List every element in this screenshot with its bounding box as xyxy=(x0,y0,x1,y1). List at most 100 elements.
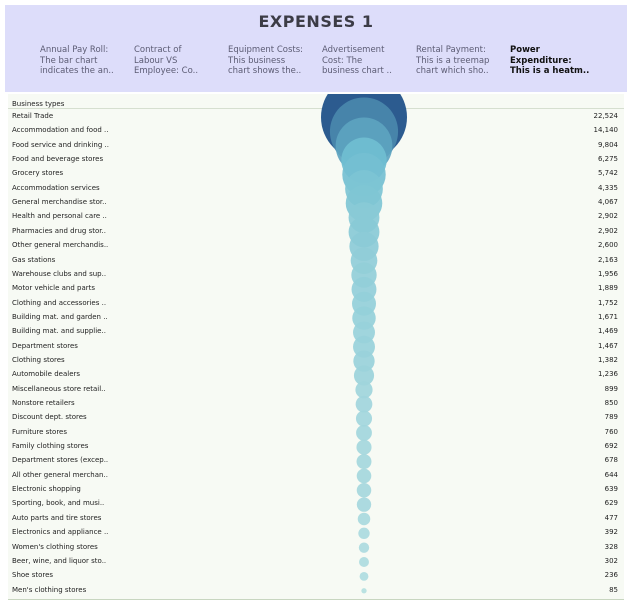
category-label: Men's clothing stores xyxy=(12,585,87,594)
table-row: Discount dept. stores 789 xyxy=(8,411,624,425)
dashboard-header: EXPENSES 1 Annual Pay Roll: The bar chart… xyxy=(5,5,627,92)
category-label: Auto parts and tire stores xyxy=(12,513,102,522)
category-label: All other general merchan.. xyxy=(12,470,108,479)
category-label: Pharmacies and drug stor.. xyxy=(12,226,106,235)
value-label: 899 xyxy=(604,384,618,393)
tab-label-line: chart shows the.. xyxy=(228,66,302,76)
value-label: 392 xyxy=(604,528,618,537)
table-row: Women's clothing stores 328 xyxy=(8,541,624,555)
category-label: Beer, wine, and liquor sto.. xyxy=(12,556,107,565)
table-row: Clothing and accessories .. 1,752 xyxy=(8,297,624,311)
value-label: 850 xyxy=(604,399,618,407)
value-label: 477 xyxy=(604,513,618,522)
tab-label-line: Cost: The xyxy=(322,55,363,66)
table-row: Gas stations 2,163 xyxy=(8,254,624,268)
table-row: Automobile dealers 1,236 xyxy=(8,368,624,382)
value-label: 2,902 xyxy=(597,226,618,235)
category-label: Warehouse clubs and sup.. xyxy=(12,269,107,278)
category-label: Accommodation services xyxy=(12,183,100,192)
table-row: Grocery stores 5,742 xyxy=(8,167,624,181)
category-label: Building mat. and garden .. xyxy=(12,312,108,321)
value-label: 5,742 xyxy=(597,169,618,178)
value-label: 1,236 xyxy=(597,370,618,379)
value-label: 1,382 xyxy=(597,355,618,364)
table-row: Food service and drinking .. 9,804 xyxy=(8,139,624,153)
category-label: Grocery stores xyxy=(12,169,64,178)
table-row: General merchandise stor.. 4,067 xyxy=(8,196,624,210)
table-row: Building mat. and garden .. 1,671 xyxy=(8,311,624,325)
category-label: Clothing stores xyxy=(12,355,65,364)
tab-label-line: Advertisement xyxy=(322,45,385,55)
value-label: 789 xyxy=(604,413,618,422)
tab-label-line: This is a treemap xyxy=(416,55,490,66)
category-label: Automobile dealers xyxy=(12,370,81,379)
table-row: Furniture stores 760 xyxy=(8,426,624,440)
value-label: 1,889 xyxy=(597,284,618,293)
value-label: 1,956 xyxy=(597,269,618,278)
tab-label-line: Rental Payment: xyxy=(416,45,486,55)
value-label: 2,600 xyxy=(597,241,618,250)
table-row: Clothing stores 1,382 xyxy=(8,354,624,368)
tab-label-line: Labour VS xyxy=(134,55,178,66)
header-divider xyxy=(8,108,624,109)
category-label: Sporting, book, and musi.. xyxy=(12,499,105,508)
tab-label-line: Employee: Co.. xyxy=(134,66,199,76)
table-row: Other general merchandis.. 2,600 xyxy=(8,239,624,253)
table-row: Building mat. and supplie.. 1,469 xyxy=(8,325,624,339)
tab-label-line: business chart .. xyxy=(322,66,392,76)
table-row: Nonstore retailers 850 xyxy=(8,397,624,411)
tab-1[interactable]: Annual Pay Roll: The bar chart indicates t… xyxy=(40,45,128,77)
tab-2[interactable]: Contract of Labour VS Employee: Co.. xyxy=(134,45,222,77)
table-row: Pharmacies and drug stor.. 2,902 xyxy=(8,225,624,239)
tab-label-line: Annual Pay Roll: xyxy=(40,45,109,55)
category-label: Gas stations xyxy=(12,255,56,264)
table-row: Family clothing stores 692 xyxy=(8,440,624,454)
category-label: Food and beverage stores xyxy=(12,155,104,164)
value-label: 85 xyxy=(609,585,618,594)
value-label: 2,902 xyxy=(597,212,618,221)
table-row: Accommodation and food .. 14,140 xyxy=(8,124,624,138)
tab-5[interactable]: Rental Payment: This is a treemap chart wh… xyxy=(416,45,504,77)
tab-6[interactable]: Power Expenditure: This is a heatm.. xyxy=(510,45,598,77)
category-label: Health and personal care .. xyxy=(12,212,107,221)
category-label: Retail Trade xyxy=(12,112,54,120)
value-label: 1,467 xyxy=(597,341,618,350)
table-row: Motor vehicle and parts 1,889 xyxy=(8,282,624,296)
table-row: Sporting, book, and musi.. 629 xyxy=(8,497,624,511)
category-label: Clothing and accessories .. xyxy=(12,298,107,307)
category-label: Department stores (excep.. xyxy=(12,456,109,465)
category-label: Family clothing stores xyxy=(12,442,89,451)
value-label: 9,804 xyxy=(597,140,618,149)
chart-panel: Business types Retail Trade 22,524 Accommo… xyxy=(8,94,624,600)
category-label: Accommodation and food .. xyxy=(12,126,109,135)
table-row: Health and personal care .. 2,902 xyxy=(8,210,624,224)
value-label: 302 xyxy=(604,556,618,565)
value-label: 1,469 xyxy=(597,327,618,336)
category-label: Discount dept. stores xyxy=(12,413,87,422)
tab-label-line: Power xyxy=(510,45,540,55)
tab-label-line: Equipment Costs: xyxy=(228,45,304,55)
table-row: Electronic shopping 639 xyxy=(8,483,624,497)
table-row: Accommodation services 4,335 xyxy=(8,182,624,196)
value-label: 644 xyxy=(604,470,618,479)
category-label: Electronics and appliance .. xyxy=(12,528,109,537)
tab-3[interactable]: Equipment Costs: This business chart shows… xyxy=(228,45,316,77)
tab-label-line: indicates the an.. xyxy=(40,66,114,76)
table-row: Electronics and appliance .. 392 xyxy=(8,526,624,540)
value-label: 639 xyxy=(604,485,618,494)
column-header-business-types: Business types xyxy=(12,100,65,108)
category-label: Nonstore retailers xyxy=(12,399,75,407)
table-row: Department stores 1,467 xyxy=(8,340,624,354)
tab-4[interactable]: Advertisement Cost: The business chart .. xyxy=(322,45,410,77)
table-row: Food and beverage stores 6,275 xyxy=(8,153,624,167)
value-label: 4,335 xyxy=(597,183,618,192)
page-title: EXPENSES 1 xyxy=(258,12,374,31)
value-label: 6,275 xyxy=(597,155,618,164)
tab-label-line: Expenditure: xyxy=(510,55,572,66)
category-label: Building mat. and supplie.. xyxy=(12,327,106,336)
category-label: Shoe stores xyxy=(12,571,54,580)
table-row: Beer, wine, and liquor sto.. 302 xyxy=(8,555,624,569)
table-row: Warehouse clubs and sup.. 1,956 xyxy=(8,268,624,282)
table-row: Shoe stores 236 xyxy=(8,569,624,583)
value-label: 328 xyxy=(604,542,618,551)
